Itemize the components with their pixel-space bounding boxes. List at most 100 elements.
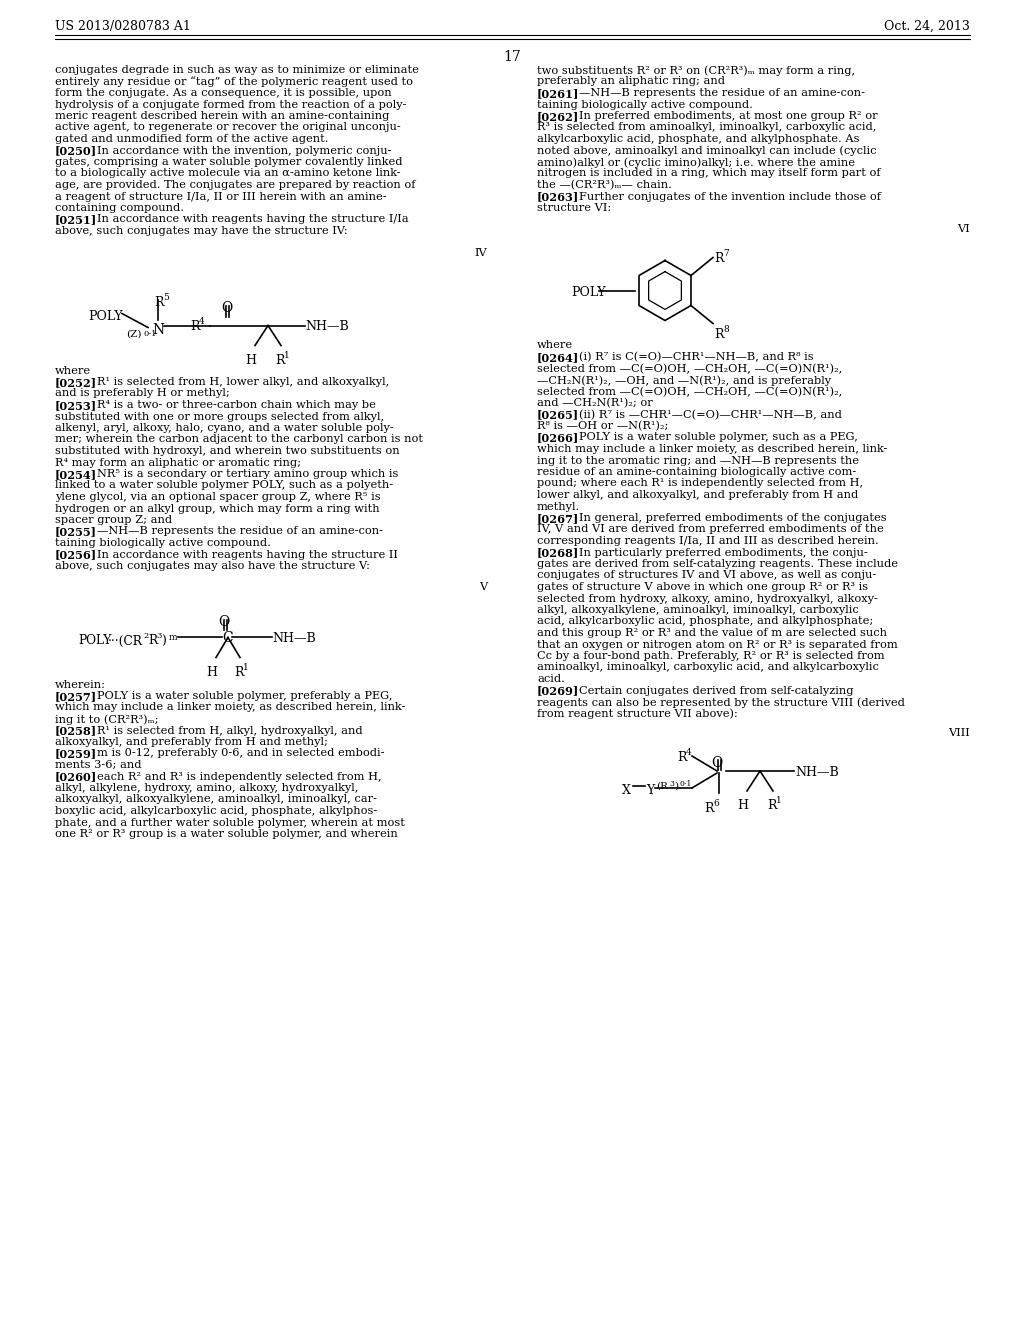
Text: R: R xyxy=(714,327,724,341)
Text: selected from hydroxy, alkoxy, amino, hydroxyalkyl, alkoxy-: selected from hydroxy, alkoxy, amino, hy… xyxy=(537,594,878,603)
Text: above, such conjugates may also have the structure V:: above, such conjugates may also have the… xyxy=(55,561,370,572)
Text: entirely any residue or “tag” of the polymeric reagent used to: entirely any residue or “tag” of the pol… xyxy=(55,77,413,87)
Text: In general, preferred embodiments of the conjugates: In general, preferred embodiments of the… xyxy=(579,513,887,523)
Text: preferably an aliphatic ring; and: preferably an aliphatic ring; and xyxy=(537,77,725,87)
Text: [0265]: [0265] xyxy=(537,409,580,421)
Text: 4: 4 xyxy=(686,748,692,756)
Text: alkoxyalkyl, alkoxyalkylene, aminoalkyl, iminoalkyl, car-: alkoxyalkyl, alkoxyalkylene, aminoalkyl,… xyxy=(55,795,377,804)
Text: O: O xyxy=(221,301,232,315)
Text: substituted with hydroxyl, and wherein two substituents on: substituted with hydroxyl, and wherein t… xyxy=(55,446,399,455)
Text: from reagent structure VII above):: from reagent structure VII above): xyxy=(537,709,737,719)
Text: hydrogen or an alkyl group, which may form a ring with: hydrogen or an alkyl group, which may fo… xyxy=(55,503,380,513)
Text: corresponding reagents I/Ia, II and III as described herein.: corresponding reagents I/Ia, II and III … xyxy=(537,536,879,546)
Text: NR⁵ is a secondary or tertiary amino group which is: NR⁵ is a secondary or tertiary amino gro… xyxy=(97,469,398,479)
Text: meric reagent described herein with an amine-containing: meric reagent described herein with an a… xyxy=(55,111,389,121)
Text: R: R xyxy=(275,354,285,367)
Text: [0269]: [0269] xyxy=(537,685,580,697)
Text: V: V xyxy=(479,582,487,593)
Text: taining biologically active compound.: taining biologically active compound. xyxy=(537,99,753,110)
Text: IV, V and VI are derived from preferred embodiments of the: IV, V and VI are derived from preferred … xyxy=(537,524,884,535)
Text: to a biologically active molecule via an α-amino ketone link-: to a biologically active molecule via an… xyxy=(55,169,400,178)
Text: R¹ is selected from H, lower alkyl, and alkoxyalkyl,: R¹ is selected from H, lower alkyl, and … xyxy=(97,378,389,387)
Text: X: X xyxy=(622,784,631,797)
Text: mer; wherein the carbon adjacent to the carbonyl carbon is not: mer; wherein the carbon adjacent to the … xyxy=(55,434,423,445)
Text: Certain conjugates derived from self-catalyzing: Certain conjugates derived from self-cat… xyxy=(579,685,853,696)
Text: [0259]: [0259] xyxy=(55,748,97,759)
Text: NH—B: NH—B xyxy=(272,631,315,644)
Text: R⁴ is a two- or three-carbon chain which may be: R⁴ is a two- or three-carbon chain which… xyxy=(97,400,376,411)
Text: 1: 1 xyxy=(284,351,290,359)
Text: [0252]: [0252] xyxy=(55,378,97,388)
Text: —CH₂N(R¹)₂, —OH, and —N(R¹)₂, and is preferably: —CH₂N(R¹)₂, —OH, and —N(R¹)₂, and is pre… xyxy=(537,375,831,385)
Text: methyl.: methyl. xyxy=(537,502,581,511)
Text: where: where xyxy=(55,366,91,375)
Text: the —(CR²R³)ₘ— chain.: the —(CR²R³)ₘ— chain. xyxy=(537,180,672,190)
Text: VIII: VIII xyxy=(948,729,970,738)
Text: 5: 5 xyxy=(163,293,169,301)
Text: taining biologically active compound.: taining biologically active compound. xyxy=(55,539,271,548)
Text: that an oxygen or nitrogen atom on R² or R³ is separated from: that an oxygen or nitrogen atom on R² or… xyxy=(537,639,898,649)
Text: selected from —C(=O)OH, —CH₂OH, —C(=O)N(R¹)₂,: selected from —C(=O)OH, —CH₂OH, —C(=O)N(… xyxy=(537,363,843,374)
Text: [0261]: [0261] xyxy=(537,88,580,99)
Text: linked to a water soluble polymer POLY, such as a polyeth-: linked to a water soluble polymer POLY, … xyxy=(55,480,393,491)
Text: 3: 3 xyxy=(669,780,674,788)
Text: 1: 1 xyxy=(776,796,781,805)
Text: form the conjugate. As a consequence, it is possible, upon: form the conjugate. As a consequence, it… xyxy=(55,88,391,98)
Text: Oct. 24, 2013: Oct. 24, 2013 xyxy=(884,20,970,33)
Text: [0264]: [0264] xyxy=(537,352,580,363)
Text: age, are provided. The conjugates are prepared by reaction of: age, are provided. The conjugates are pr… xyxy=(55,180,416,190)
Text: acid.: acid. xyxy=(537,675,565,684)
Text: [0263]: [0263] xyxy=(537,191,580,202)
Text: R³ is selected from aminoalkyl, iminoalkyl, carboxylic acid,: R³ is selected from aminoalkyl, iminoalk… xyxy=(537,123,877,132)
Text: H: H xyxy=(737,799,748,812)
Text: m is 0-12, preferably 0-6, and in selected embodi-: m is 0-12, preferably 0-6, and in select… xyxy=(97,748,384,759)
Text: R: R xyxy=(677,751,686,764)
Text: [0255]: [0255] xyxy=(55,527,97,537)
Text: nitrogen is included in a ring, which may itself form part of: nitrogen is included in a ring, which ma… xyxy=(537,169,881,178)
Text: NH—B: NH—B xyxy=(305,321,349,334)
Text: one R² or R³ group is a water soluble polymer, and wherein: one R² or R³ group is a water soluble po… xyxy=(55,829,397,840)
Text: amino)alkyl or (cyclic imino)alkyl; i.e. where the amine: amino)alkyl or (cyclic imino)alkyl; i.e.… xyxy=(537,157,855,168)
Text: —NH—B represents the residue of an amine-con-: —NH—B represents the residue of an amine… xyxy=(97,527,383,536)
Text: NH—B: NH—B xyxy=(795,766,839,779)
Text: reagents can also be represented by the structure VIII (derived: reagents can also be represented by the … xyxy=(537,697,905,708)
Text: R: R xyxy=(234,665,244,678)
Text: 0-1: 0-1 xyxy=(680,780,692,788)
Text: US 2013/0280783 A1: US 2013/0280783 A1 xyxy=(55,20,190,33)
Text: structure VI:: structure VI: xyxy=(537,203,611,213)
Text: POLY: POLY xyxy=(88,309,123,322)
Text: [0266]: [0266] xyxy=(537,433,580,444)
Text: [0251]: [0251] xyxy=(55,214,97,226)
Text: substituted with one or more groups selected from alkyl,: substituted with one or more groups sele… xyxy=(55,412,384,421)
Text: [0256]: [0256] xyxy=(55,549,97,561)
Text: (ii) R⁷ is —CHR¹—C(=O)—CHR¹—NH—B, and: (ii) R⁷ is —CHR¹—C(=O)—CHR¹—NH—B, and xyxy=(579,409,842,420)
Text: gated and unmodified form of the active agent.: gated and unmodified form of the active … xyxy=(55,135,329,144)
Text: C: C xyxy=(222,631,232,645)
Text: 4: 4 xyxy=(199,318,205,326)
Text: In preferred embodiments, at most one group R² or: In preferred embodiments, at most one gr… xyxy=(579,111,878,121)
Text: ments 3-6; and: ments 3-6; and xyxy=(55,760,141,770)
Text: POLY is a water soluble polymer, preferably a PEG,: POLY is a water soluble polymer, prefera… xyxy=(97,690,392,701)
Text: (R: (R xyxy=(656,781,668,791)
Text: aminoalkyl, iminoalkyl, carboxylic acid, and alkylcarboxylic: aminoalkyl, iminoalkyl, carboxylic acid,… xyxy=(537,663,879,672)
Text: POLY is a water soluble polymer, such as a PEG,: POLY is a water soluble polymer, such as… xyxy=(579,433,858,442)
Text: In accordance with reagents having the structure I/Ia: In accordance with reagents having the s… xyxy=(97,214,409,224)
Text: R: R xyxy=(154,296,164,309)
Text: O: O xyxy=(218,615,229,630)
Text: conjugates of structures IV and VI above, as well as conju-: conjugates of structures IV and VI above… xyxy=(537,570,877,581)
Text: alkyl, alkylene, hydroxy, amino, alkoxy, hydroxyalkyl,: alkyl, alkylene, hydroxy, amino, alkoxy,… xyxy=(55,783,358,793)
Text: alkylcarboxylic acid, phosphate, and alkylphosphate. As: alkylcarboxylic acid, phosphate, and alk… xyxy=(537,135,859,144)
Text: In accordance with the invention, polymeric conju-: In accordance with the invention, polyme… xyxy=(97,145,391,156)
Text: Cc by a four-bond path. Preferably, R² or R³ is selected from: Cc by a four-bond path. Preferably, R² o… xyxy=(537,651,885,661)
Text: [0254]: [0254] xyxy=(55,469,97,480)
Text: gates, comprising a water soluble polymer covalently linked: gates, comprising a water soluble polyme… xyxy=(55,157,402,168)
Text: pound; where each R¹ is independently selected from H,: pound; where each R¹ is independently se… xyxy=(537,479,863,488)
Text: noted above, aminoalkyl and iminoalkyl can include (cyclic: noted above, aminoalkyl and iminoalkyl c… xyxy=(537,145,877,156)
Text: H: H xyxy=(245,354,256,367)
Text: selected from —C(=O)OH, —CH₂OH, —C(=O)N(R¹)₂,: selected from —C(=O)OH, —CH₂OH, —C(=O)N(… xyxy=(537,387,843,397)
Text: phate, and a further water soluble polymer, wherein at most: phate, and a further water soluble polym… xyxy=(55,817,404,828)
Text: a reagent of structure I/Ia, II or III herein with an amine-: a reagent of structure I/Ia, II or III h… xyxy=(55,191,387,202)
Text: ing it to the aromatic ring; and —NH—B represents the: ing it to the aromatic ring; and —NH—B r… xyxy=(537,455,859,466)
Text: ···(CR: ···(CR xyxy=(108,635,143,648)
Text: ing it to (CR²R³)ₘ;: ing it to (CR²R³)ₘ; xyxy=(55,714,159,725)
